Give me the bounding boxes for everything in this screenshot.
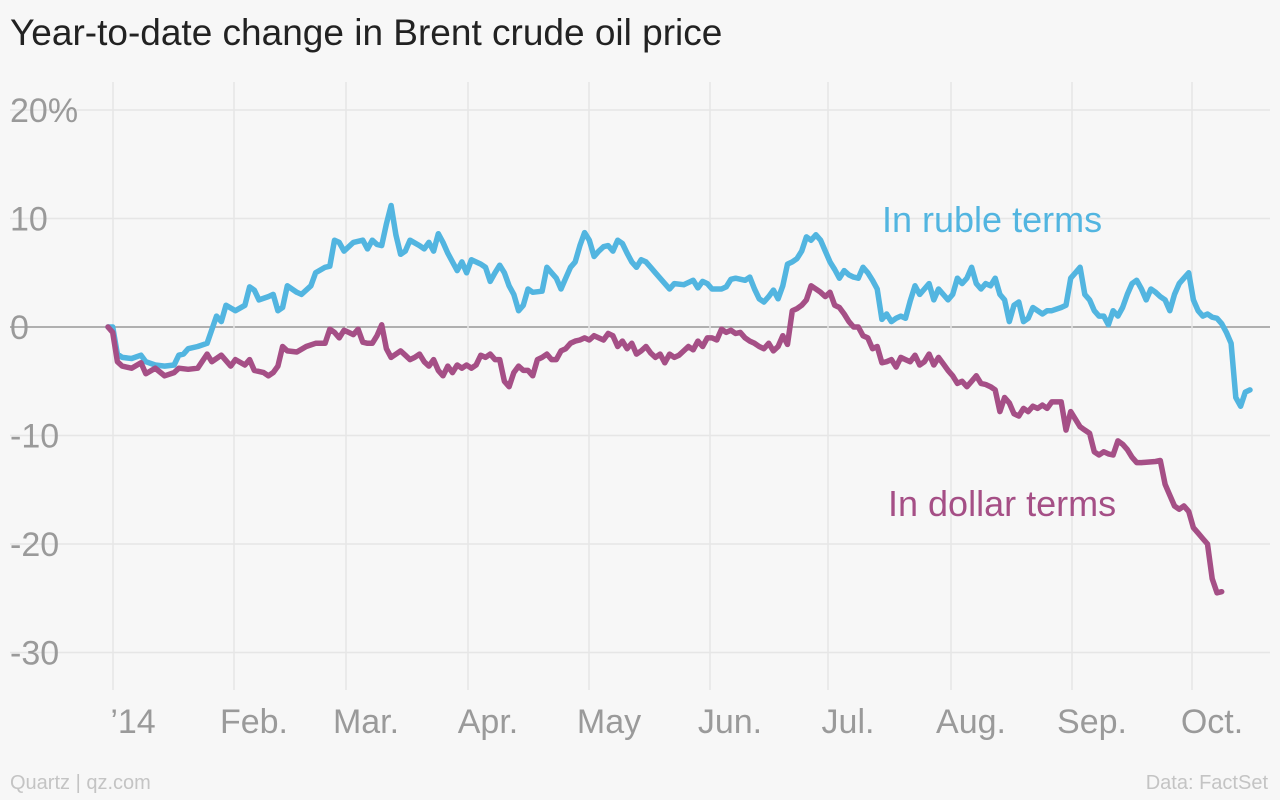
x-tick-label: Oct. [1181, 703, 1243, 741]
x-tick-label: Feb. [220, 703, 288, 741]
ruble-series-line [105, 202, 1253, 409]
footer-source-left: Quartz | qz.com [10, 772, 151, 794]
chart-title: Year-to-date change in Brent crude oil p… [10, 12, 723, 53]
x-tick-label: Jun. [698, 703, 762, 741]
y-tick-label: 20% [10, 92, 78, 130]
y-tick-label: -20 [10, 526, 59, 564]
y-tick-label: 10 [10, 201, 48, 239]
series-lines [105, 202, 1253, 596]
y-tick-label: 0 [10, 309, 29, 347]
x-tick-label: ’14 [110, 703, 155, 741]
grid-lines [10, 82, 1270, 690]
x-tick-label: Apr. [458, 703, 518, 741]
dollar-series-line [105, 283, 1225, 596]
y-tick-label: -10 [10, 418, 59, 456]
dollar-series-label: In dollar terms [888, 483, 1116, 524]
x-tick-label: Jul. [822, 703, 875, 741]
y-axis-ticks: 20% 10 0 -10 -20 -30 [10, 92, 78, 673]
footer-source-right: Data: FactSet [1145, 772, 1268, 794]
x-tick-label: Sep. [1057, 703, 1127, 741]
x-tick-label: Aug. [936, 703, 1006, 741]
y-tick-label: -30 [10, 635, 59, 673]
x-tick-label: Mar. [333, 703, 399, 741]
ruble-series-label: In ruble terms [882, 199, 1102, 240]
x-tick-label: May [577, 703, 641, 741]
x-axis-ticks: ’14 Feb. Mar. Apr. May Jun. Jul. Aug. Sep. Oct. [110, 703, 1243, 741]
